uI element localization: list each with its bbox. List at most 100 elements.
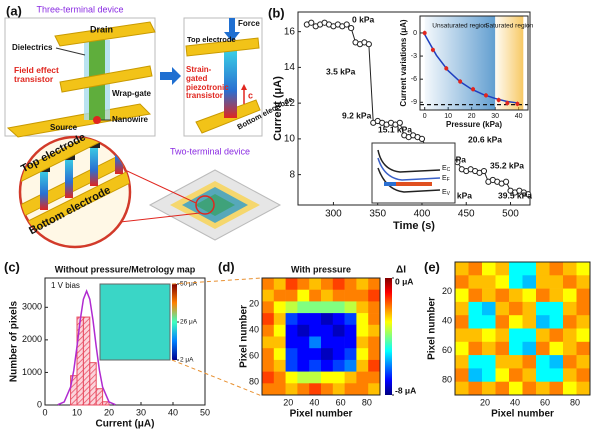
heat-cell [536, 288, 550, 303]
heat-cell [495, 262, 510, 276]
label: Force [238, 19, 260, 28]
heat-cell [321, 336, 334, 349]
heat-cell [563, 288, 577, 303]
heat-cell [273, 371, 286, 384]
heat-cell [455, 301, 469, 316]
heat-cell [509, 381, 523, 396]
heat-cell [549, 328, 564, 343]
zoom-line [124, 169, 197, 204]
data-point [308, 19, 315, 26]
y-tick-label: 40 [249, 324, 259, 334]
data-point [471, 87, 476, 92]
heat-cell [522, 368, 537, 382]
heat-cell [309, 313, 322, 326]
heat-cell [455, 262, 469, 276]
heat-cell [482, 328, 496, 343]
heat-cell [455, 328, 469, 343]
heat-cell [368, 278, 381, 290]
data-point [496, 97, 501, 102]
heat-cell [273, 336, 286, 349]
heat-cell [368, 359, 381, 372]
heat-cell [468, 355, 483, 369]
heat-cell [549, 288, 564, 303]
label: Field effect transistor [14, 65, 59, 85]
band-edge [377, 167, 441, 193]
heat-cell [549, 341, 564, 356]
heat-cell [321, 313, 334, 326]
heat-cell [522, 301, 537, 316]
heat-cell [332, 371, 345, 384]
heat-cell [285, 359, 298, 372]
heat-cell [468, 341, 483, 356]
heat-cell [536, 381, 550, 396]
annotation: 15.1 kPa [378, 124, 412, 134]
heat-cell [495, 368, 510, 382]
heat-cell [576, 288, 591, 303]
heat-cell [321, 324, 334, 337]
heat-cell [273, 359, 286, 372]
heat-cell [344, 324, 357, 337]
y-tick-label: 3000 [22, 302, 42, 312]
heat-cell [455, 355, 469, 369]
panel-label: (c) [4, 259, 20, 274]
heat-cell [455, 275, 469, 289]
heat-cell [563, 381, 577, 396]
band-label: E [442, 165, 447, 172]
heat-cell [356, 371, 369, 384]
diagram-title: Two-terminal device [170, 146, 250, 156]
y-tick-label: 20 [249, 298, 259, 308]
heat-cell [495, 355, 510, 369]
x-tick-label: 20 [468, 113, 476, 120]
heat-cell [495, 315, 510, 329]
heat-cell [468, 328, 483, 343]
heat-cell [563, 301, 577, 316]
y-tick-label: 60 [442, 345, 452, 355]
chart-title: Without pressure/Metrology map [55, 264, 196, 274]
y-axis-label: Current (μA) [272, 76, 284, 141]
heat-cell [285, 301, 298, 314]
colorbar-label: 2 μA [180, 357, 194, 364]
zoom-line [171, 277, 263, 285]
heat-cell [262, 289, 275, 302]
inset-map [99, 283, 171, 361]
heat-cell [344, 289, 357, 302]
heat-cell [468, 381, 483, 396]
label: Strain-gated piezotronic transistor [186, 65, 229, 101]
heat-cell [332, 348, 345, 361]
heat-cell [576, 341, 591, 356]
y-tick-label: 80 [249, 376, 259, 386]
data-point [418, 135, 426, 142]
data-point [515, 101, 520, 106]
heat-cell [285, 383, 298, 396]
heat-cell [495, 341, 510, 356]
data-point [365, 41, 372, 48]
x-tick-label: 20 [283, 397, 293, 407]
heat-cell [522, 381, 537, 396]
heat-cell [273, 348, 286, 361]
heat-cell [321, 371, 334, 384]
force-arrow [224, 18, 240, 42]
colorbar-title: ΔI [396, 265, 406, 276]
x-tick-label: 10 [444, 113, 452, 120]
heat-cell [321, 383, 334, 396]
plot-frame [454, 261, 591, 396]
heat-cell [297, 359, 310, 372]
heat-cell [356, 359, 369, 372]
heat-cell [536, 328, 550, 343]
heat-cell [536, 301, 550, 316]
heat-cell [495, 275, 510, 289]
panel-label: (b) [268, 5, 285, 20]
heat-cell [509, 301, 523, 316]
data-point [502, 178, 510, 185]
arrow [160, 67, 181, 85]
heat-cell [509, 355, 523, 369]
heat-cell [576, 355, 591, 369]
heat-cell [262, 383, 275, 396]
heat-cell [549, 262, 564, 276]
diagram-title: Three-terminal device [36, 4, 123, 14]
heat-cell [309, 289, 322, 302]
y-tick-label: 40 [442, 315, 452, 325]
x-tick-label: 40 [510, 397, 520, 407]
region-label: Unsaturated region [432, 23, 488, 30]
